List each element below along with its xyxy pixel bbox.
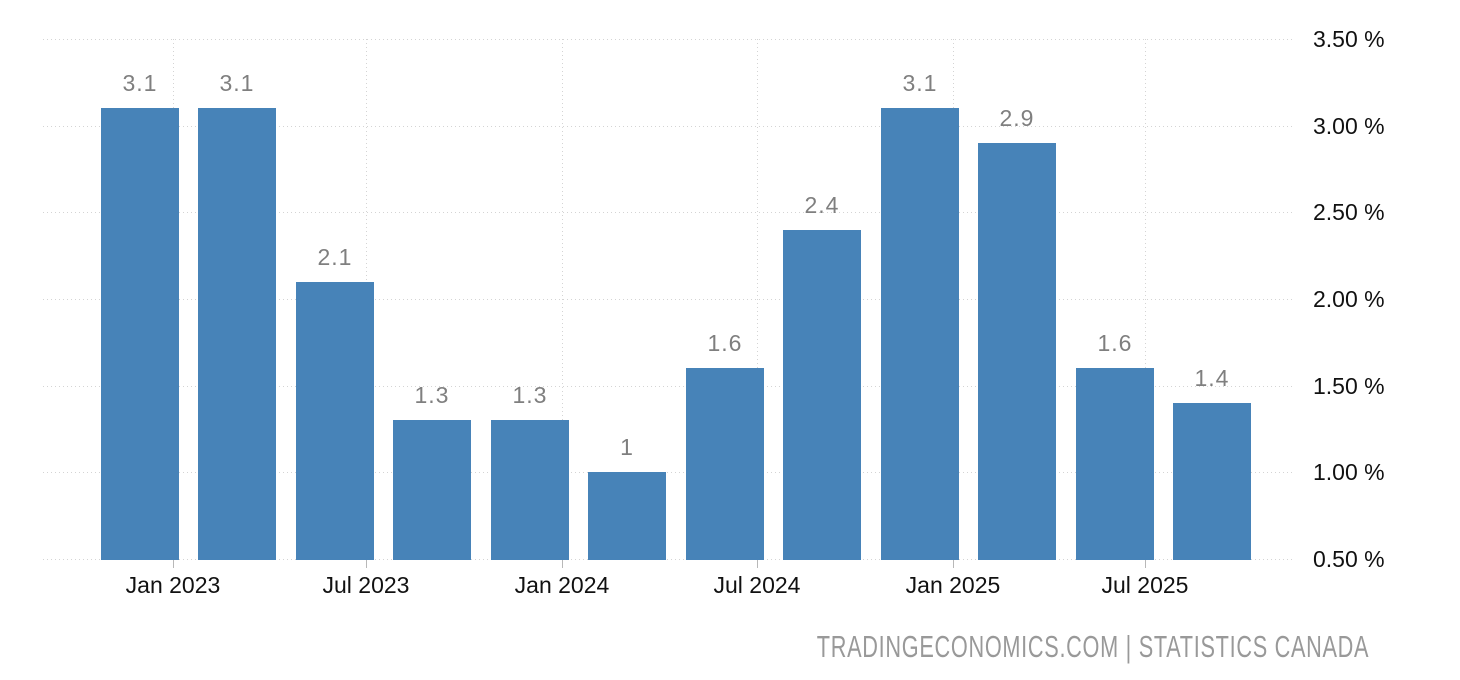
- y-gridline: [43, 212, 1292, 213]
- x-axis-label: Jan 2024: [514, 572, 610, 598]
- bar-q4-2023[interactable]: [393, 420, 471, 560]
- y-gridline: [43, 126, 1292, 127]
- y-gridline: [43, 472, 1292, 473]
- y-gridline: [43, 39, 1292, 40]
- bar-q4-2025[interactable]: [1173, 403, 1251, 560]
- bar-q3-2025[interactable]: [1076, 368, 1154, 560]
- bar-value-label: 1.3: [512, 382, 548, 408]
- y-gridline: [43, 386, 1292, 387]
- x-axis-label: Jul 2025: [1101, 572, 1189, 598]
- bar-value-label: 3.1: [902, 70, 938, 96]
- x-axis-label: Jan 2023: [125, 572, 221, 598]
- bar-value-label: 2.1: [317, 244, 353, 270]
- x-gridline: [757, 39, 758, 559]
- bar-q1-2025[interactable]: [881, 108, 959, 560]
- x-axis-tick: [953, 559, 954, 568]
- source-watermark: TRADINGECONOMICS.COM | STATISTICS CANADA: [816, 629, 1369, 664]
- x-gridline: [1145, 39, 1146, 559]
- bar-value-label: 2.4: [804, 192, 840, 218]
- bar-q2-2025[interactable]: [978, 143, 1056, 560]
- x-axis-tick: [757, 559, 758, 568]
- bar-q4-2024[interactable]: [783, 230, 861, 560]
- bar-q1-2024[interactable]: [491, 420, 569, 560]
- x-axis-tick: [366, 559, 367, 568]
- x-axis-tick: [1145, 559, 1146, 568]
- bar-value-label: 1.6: [1097, 330, 1133, 356]
- x-axis-tick: [562, 559, 563, 568]
- y-axis-label: 1.50 %: [1313, 373, 1385, 399]
- y-axis-label: 0.50 %: [1313, 546, 1385, 572]
- x-axis-tick: [173, 559, 174, 568]
- y-axis-label: 3.00 %: [1313, 113, 1385, 139]
- y-gridline: [43, 559, 1292, 560]
- y-axis-label: 1.00 %: [1313, 459, 1385, 485]
- bar-value-label: 1: [620, 434, 634, 460]
- x-axis-label: Jul 2024: [713, 572, 801, 598]
- bar-value-label: 2.9: [999, 105, 1035, 131]
- y-axis-label: 2.00 %: [1313, 286, 1385, 312]
- bar-q2-2023[interactable]: [198, 108, 276, 560]
- bar-q3-2024[interactable]: [686, 368, 764, 560]
- bar-value-label: 3.1: [219, 70, 255, 96]
- y-axis-label: 3.50 %: [1313, 26, 1385, 52]
- bar-value-label: 1.4: [1194, 365, 1230, 391]
- bar-q3-2023[interactable]: [296, 282, 374, 560]
- x-axis-label: Jul 2023: [322, 572, 410, 598]
- bar-value-label: 1.6: [707, 330, 743, 356]
- bar-q1-2023[interactable]: [101, 108, 179, 560]
- y-axis-label: 2.50 %: [1313, 199, 1385, 225]
- bar-q2-2024[interactable]: [588, 472, 666, 560]
- y-gridline: [43, 299, 1292, 300]
- bar-value-label: 1.3: [414, 382, 450, 408]
- x-axis-label: Jan 2025: [905, 572, 1001, 598]
- x-gridline: [562, 39, 563, 559]
- bar-value-label: 3.1: [122, 70, 158, 96]
